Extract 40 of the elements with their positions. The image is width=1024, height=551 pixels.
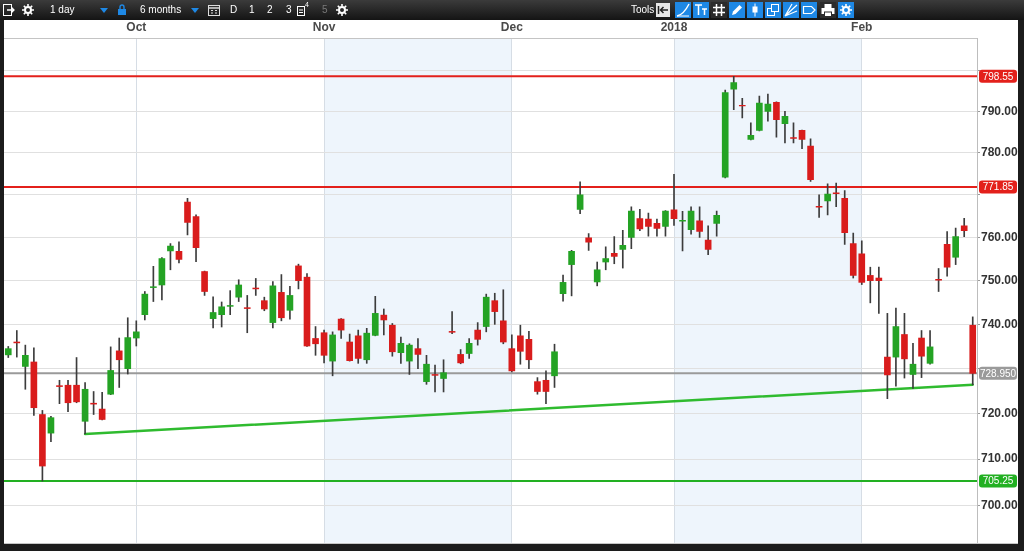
ref-line-label: 728.950 [979, 367, 1017, 379]
candlestick [431, 364, 439, 393]
x-tick-label: Feb [851, 20, 873, 35]
text: 2 [267, 4, 273, 16]
candlestick [619, 229, 627, 269]
candlestick [414, 338, 422, 369]
candlestick [610, 236, 618, 265]
text: 1 [249, 4, 255, 16]
y-tick-label: 780.00 [981, 145, 1019, 160]
candlestick [815, 194, 823, 218]
candlestick [448, 311, 456, 334]
candlestick [909, 343, 917, 389]
candlestick [209, 296, 217, 329]
text: Tools [631, 4, 655, 16]
x-tick-label: Nov [312, 20, 336, 35]
text: D [230, 4, 238, 16]
x-tick-label: 2018 [660, 20, 688, 35]
candlestick [226, 290, 234, 316]
y-tick-label: 760.00 [981, 229, 1019, 244]
candlestick [380, 308, 388, 336]
ref-line-label: 705.25 [982, 475, 1014, 487]
candlestick [115, 337, 123, 388]
ref-line-label: 798.55 [982, 70, 1014, 82]
text: 6 months [140, 4, 182, 16]
ref-line-label: 771.85 [982, 181, 1014, 193]
y-tick-label: 750.00 [981, 272, 1019, 287]
candlestick [730, 75, 738, 111]
x-tick-label: Dec [500, 20, 524, 35]
text: 1 day [50, 4, 75, 16]
y-tick-label: 740.00 [981, 316, 1019, 331]
x-tick-label: Oct [126, 20, 147, 35]
y-tick-label: 790.00 [981, 103, 1019, 118]
y-tick-label: 700.00 [981, 497, 1019, 512]
candlestick [602, 246, 610, 271]
candlestick [866, 266, 874, 304]
candlestick [243, 295, 251, 334]
y-tick-label: 710.00 [981, 451, 1019, 466]
y-tick-label: 720.00 [981, 405, 1019, 420]
text: 3 [286, 4, 292, 16]
text: 5 [322, 4, 328, 16]
